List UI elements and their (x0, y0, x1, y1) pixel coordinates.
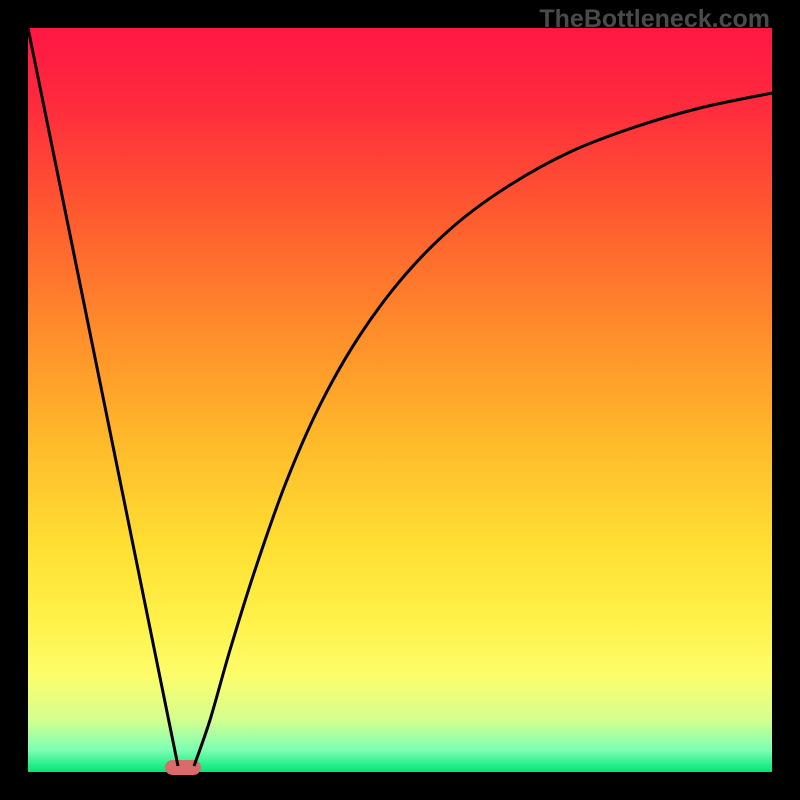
watermark-text: TheBottleneck.com (539, 5, 770, 34)
right-ascending-curve (194, 93, 772, 766)
chart-container: TheBottleneck.com (0, 0, 800, 800)
curves-layer (0, 0, 800, 800)
left-descending-line (28, 28, 178, 766)
